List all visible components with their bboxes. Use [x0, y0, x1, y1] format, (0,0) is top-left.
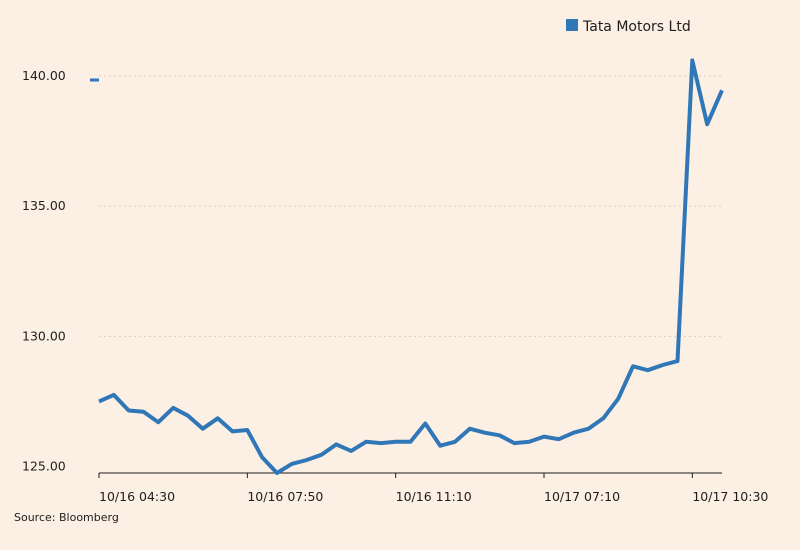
gridlines: [99, 75, 722, 337]
y-tick-label: 135.00: [22, 198, 66, 213]
source-note: Source: Bloomberg: [14, 511, 119, 524]
legend-label: Tata Motors Ltd: [582, 19, 691, 35]
y-tick-label: 130.00: [22, 328, 66, 343]
x-tick-label: 10/17 07:10: [544, 489, 620, 504]
legend-swatch: [566, 19, 578, 31]
axes: 125.00 130.00 135.00 140.00 10/16 04:30 10/16…: [22, 68, 768, 504]
series-layer: [98, 58, 724, 475]
x-tick-label: 10/16 04:30: [99, 489, 175, 504]
x-tick-label: 10/17 10:30: [692, 489, 768, 504]
x-tick-label: 10/16 07:50: [247, 489, 323, 504]
x-tick-label: 10/16 11:10: [396, 489, 472, 504]
y-tick-label: 140.00: [22, 68, 66, 83]
y-tick-label: 125.00: [22, 458, 66, 473]
legend: Tata Motors Ltd: [566, 19, 691, 35]
series-line: [98, 58, 724, 475]
